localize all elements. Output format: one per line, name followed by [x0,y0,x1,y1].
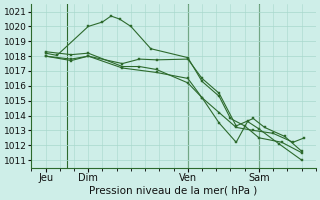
X-axis label: Pression niveau de la mer( hPa ): Pression niveau de la mer( hPa ) [90,186,258,196]
